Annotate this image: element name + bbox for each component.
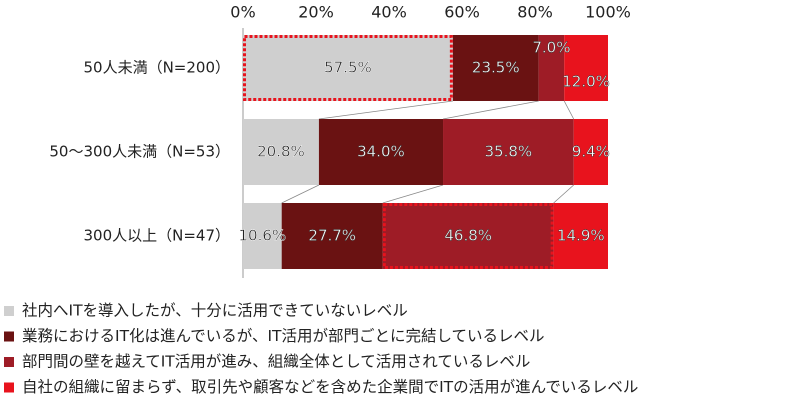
bar-segment <box>452 35 539 101</box>
category-label: 50人未満（N=200） <box>83 59 230 77</box>
x-tick-label: 0% <box>230 3 255 22</box>
data-label: 20.8% <box>257 143 305 161</box>
x-tick-label: 80% <box>517 3 553 22</box>
legend-swatch <box>4 357 14 367</box>
bar-segment <box>243 203 282 269</box>
category-label: 50～300人未満（N=53） <box>49 143 230 161</box>
data-label: 10.6% <box>239 227 287 245</box>
bar-segment <box>573 119 608 185</box>
connector-line <box>563 100 575 120</box>
bar-segment <box>243 119 319 185</box>
x-tick-label: 60% <box>444 3 480 22</box>
data-label: 46.8% <box>444 227 492 245</box>
bar-segment <box>564 35 608 101</box>
bar-segment <box>382 203 554 269</box>
bar-segment <box>243 35 453 101</box>
legend-label: 業務におけるIT化は進んでいるが、IT活用が部門ごとに完結しているレベル <box>22 327 545 345</box>
data-label: 9.4% <box>572 143 610 161</box>
bar-segment <box>443 119 574 185</box>
data-label: 12.0% <box>562 73 610 91</box>
connector-line <box>318 100 453 120</box>
highlight-box <box>382 203 554 269</box>
bar-segment <box>553 203 608 269</box>
legend-label: 社内へITを導入したが、十分に活用できていないレベル <box>22 302 408 320</box>
legend-swatch <box>4 306 14 316</box>
bar-segment <box>538 35 565 101</box>
x-tick-label: 100% <box>585 3 631 22</box>
bar-segment <box>318 119 444 185</box>
data-label: 7.0% <box>532 39 570 57</box>
data-label: 27.7% <box>308 227 356 245</box>
category-label: 300人以上（N=47） <box>83 227 230 245</box>
connector-line <box>442 100 539 120</box>
legend-swatch <box>4 382 14 393</box>
legend-swatch <box>4 331 14 342</box>
bar-segment <box>281 203 383 269</box>
data-label: 57.5% <box>324 59 372 77</box>
data-label: 23.5% <box>472 59 520 77</box>
legend-label: 部門間の壁を越えてIT活用が進み、組織全体として活用されているレベル <box>22 353 530 371</box>
connector-line <box>382 184 444 204</box>
legend-label: 自社の組織に留まらず、取引先や顧客などを含めた企業間でITの活用が進んでいるレベ… <box>22 378 638 396</box>
data-label: 14.9% <box>557 227 605 245</box>
connector-line <box>281 184 320 204</box>
x-tick-label: 20% <box>298 3 334 22</box>
x-tick-label: 40% <box>371 3 407 22</box>
connector-line <box>553 184 574 204</box>
data-label: 35.8% <box>485 143 533 161</box>
data-label: 34.0% <box>357 143 405 161</box>
